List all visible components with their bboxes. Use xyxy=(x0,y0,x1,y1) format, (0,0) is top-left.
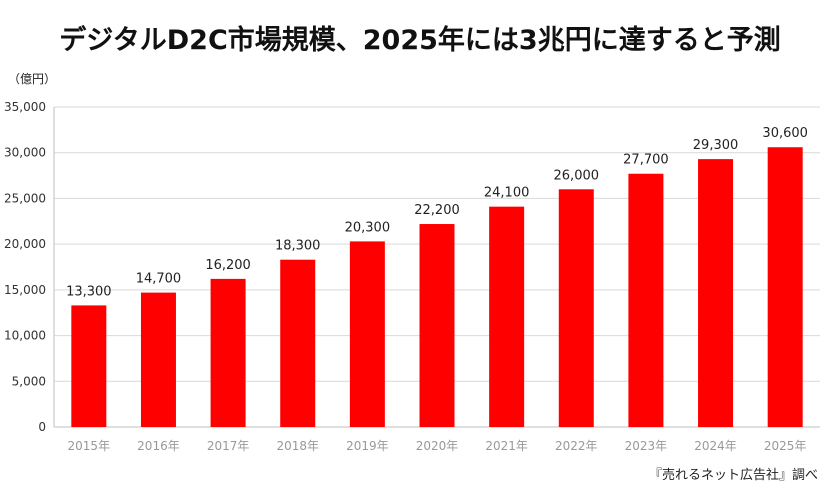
x-tick-label: 2025年 xyxy=(764,439,807,453)
y-tick-label: 0 xyxy=(38,420,46,434)
bar xyxy=(71,305,107,427)
bar xyxy=(767,147,803,427)
data-label: 20,300 xyxy=(345,220,391,235)
x-tick-label: 2019年 xyxy=(346,439,389,453)
data-label: 14,700 xyxy=(136,272,182,287)
data-label: 24,100 xyxy=(484,186,530,201)
x-tick-label: 2018年 xyxy=(276,439,319,453)
bars xyxy=(71,147,803,427)
bar xyxy=(558,189,594,427)
y-tick-label: 35,000 xyxy=(4,100,46,114)
chart-title: デジタルD2C市場規模、2025年には3兆円に達すると予測 xyxy=(59,25,781,56)
y-tick-label: 25,000 xyxy=(4,191,46,205)
x-tick-label: 2024年 xyxy=(694,439,737,453)
x-tick-label: 2021年 xyxy=(485,439,528,453)
y-tick-label: 20,000 xyxy=(4,237,46,251)
data-label: 27,700 xyxy=(623,153,669,168)
bar xyxy=(628,173,664,427)
source-note: 『売れるネット広告社』調べ xyxy=(648,468,818,483)
y-tick-label: 30,000 xyxy=(4,146,46,160)
bar xyxy=(349,241,385,427)
data-label: 13,300 xyxy=(66,284,112,299)
y-tick-label: 10,000 xyxy=(4,329,46,343)
data-label: 16,200 xyxy=(205,258,251,273)
bar xyxy=(698,159,734,427)
bar xyxy=(210,278,246,427)
data-label: 26,000 xyxy=(554,168,600,183)
y-tick-labels: 0 5,000 10,000 15,000 20,000 25,000 30,000 35,0… xyxy=(4,100,46,434)
x-tick-label: 2017年 xyxy=(207,439,250,453)
y-tick-label: 5,000 xyxy=(12,374,46,388)
data-label: 22,200 xyxy=(414,203,460,218)
data-label: 18,300 xyxy=(275,239,321,254)
bar xyxy=(140,292,176,427)
x-tick-label: 2022年 xyxy=(555,439,598,453)
bar xyxy=(419,224,455,427)
x-tick-label: 2015年 xyxy=(68,439,111,453)
y-axis-unit-label: （億円） xyxy=(8,72,57,86)
data-label: 29,300 xyxy=(693,138,739,153)
bar xyxy=(489,206,525,427)
x-tick-labels: 2015年 2016年 2017年 2018年 2019年 2020年 2021年 2022年… xyxy=(68,439,807,453)
data-label: 30,600 xyxy=(762,126,808,141)
x-tick-label: 2020年 xyxy=(416,439,459,453)
bar xyxy=(280,259,316,427)
data-labels: 13,300 14,700 16,200 18,300 20,300 22,200 24,1… xyxy=(66,126,808,299)
y-tick-label: 15,000 xyxy=(4,283,46,297)
x-tick-label: 2023年 xyxy=(625,439,668,453)
x-tick-label: 2016年 xyxy=(137,439,180,453)
